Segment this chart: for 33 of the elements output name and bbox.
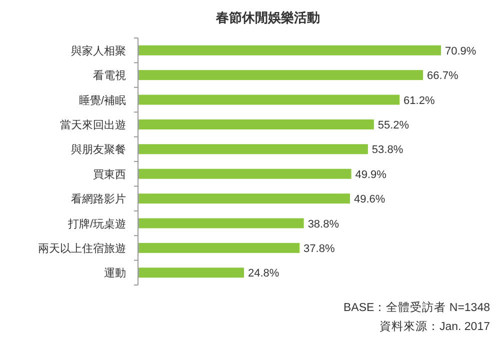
data-label: 70.9% <box>445 45 476 58</box>
bar <box>138 168 352 179</box>
bar <box>138 94 400 105</box>
data-label: 55.2% <box>378 119 410 132</box>
y-tick-label: 運動 <box>104 268 126 280</box>
y-tick-label: 與朋友聚餐 <box>71 143 126 156</box>
bar <box>138 268 244 278</box>
data-label: 49.9% <box>355 168 387 181</box>
data-label: 24.8% <box>248 268 280 280</box>
data-label: 53.8% <box>372 144 404 156</box>
source-note: 資料來源：Jan. 2017 <box>379 320 490 333</box>
y-tick-label: 打牌/玩桌遊 <box>66 217 126 230</box>
chart-title: 春節休閒娛樂活動 <box>215 10 320 25</box>
y-tick-label: 當天來回出遊 <box>60 118 126 132</box>
data-label: 61.2% <box>404 94 435 107</box>
bar <box>138 144 368 154</box>
y-tick-label: 睡覺/補眠 <box>78 94 126 107</box>
y-tick-label: 買東西 <box>93 168 126 181</box>
y-tick-label: 看網路影片 <box>71 192 126 206</box>
y-tick-label: 看電視 <box>93 69 126 82</box>
data-label: 49.6% <box>354 194 386 206</box>
y-tick-label: 兩天以上住宿旅遊 <box>38 242 126 255</box>
bar <box>138 45 441 56</box>
y-tick-label: 與家人相聚 <box>71 44 126 58</box>
bar <box>138 194 350 204</box>
bar <box>138 70 424 80</box>
bar <box>138 218 304 228</box>
data-label: 66.7% <box>427 70 458 82</box>
bar <box>138 242 300 253</box>
text: BASE：全體受訪者 N=1348 <box>344 300 490 314</box>
bar <box>138 119 374 130</box>
data-label: 37.8% <box>304 242 335 255</box>
data-label: 38.8% <box>308 218 340 230</box>
